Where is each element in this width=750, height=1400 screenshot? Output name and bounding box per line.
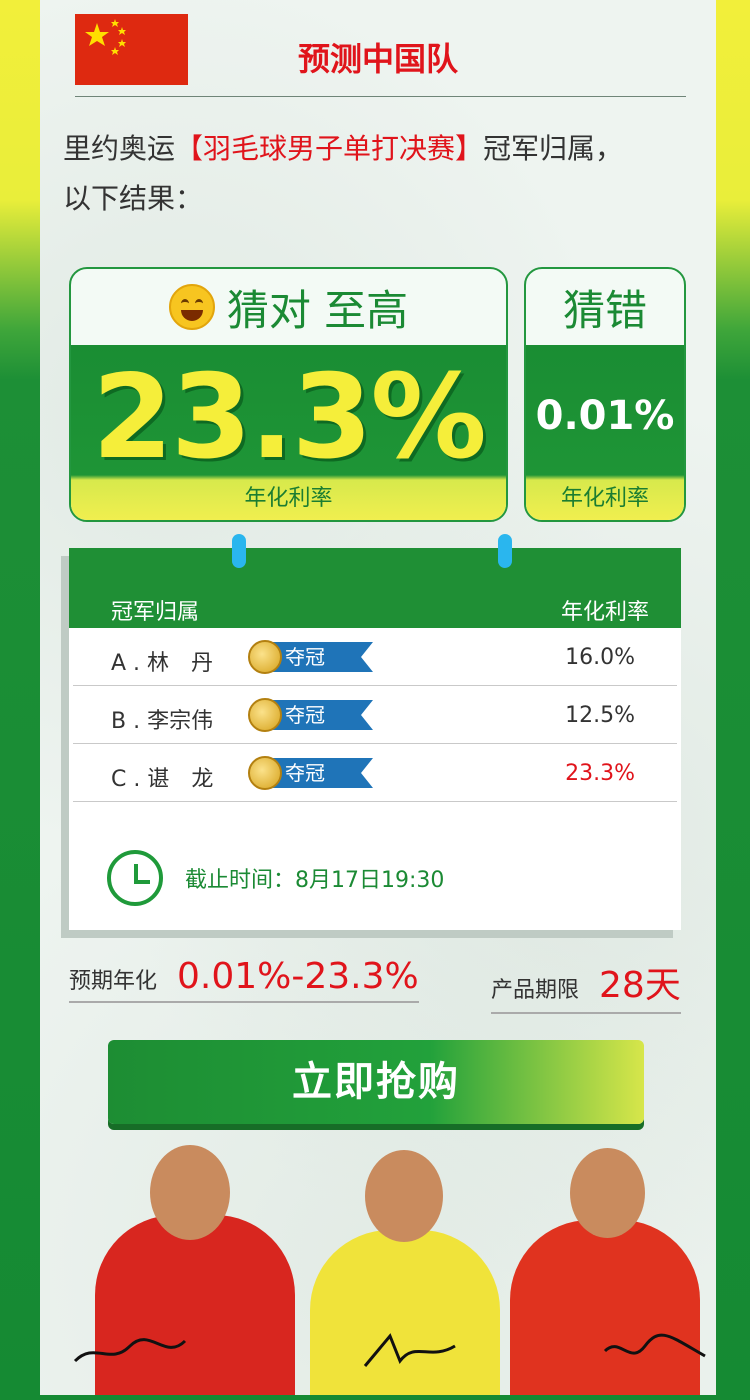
guess-wrong-rate: 0.01% bbox=[535, 393, 675, 439]
table-row[interactable]: B . 李宗伟 夺冠 12.5% bbox=[73, 686, 677, 744]
intro-text: 里约奥运【羽毛球男子单打决赛】冠军归属， 以下结果： bbox=[63, 124, 683, 224]
signature-icon bbox=[360, 1331, 460, 1381]
binder-clip-icon bbox=[229, 534, 249, 574]
promo-card: 预测中国队 里约奥运【羽毛球男子单打决赛】冠军归属， 以下结果： 猜对 至高 2… bbox=[40, 0, 716, 1395]
table-header: 冠军归属 年化利率 bbox=[69, 548, 681, 628]
signature-icon bbox=[70, 1331, 190, 1381]
champion-tag: 夺冠 bbox=[273, 758, 373, 788]
guess-right-heading-row: 猜对 至高 bbox=[71, 269, 506, 345]
page-title: 预测中国队 bbox=[297, 40, 458, 78]
gold-medal-icon bbox=[248, 756, 282, 790]
intro-line2: 以下结果： bbox=[63, 182, 204, 215]
china-flag-icon bbox=[75, 14, 188, 85]
clock-icon bbox=[107, 850, 163, 906]
guess-right-box: 猜对 至高 23.3% 年化利率 bbox=[69, 267, 508, 522]
intro-highlight: 【羽毛球男子单打决赛】 bbox=[175, 132, 484, 165]
player-name: C . 谌 龙 bbox=[111, 767, 214, 792]
deadline-text: 截止时间：8月17日19:30 bbox=[185, 868, 445, 893]
champion-tag: 夺冠 bbox=[273, 700, 373, 730]
guess-wrong-box: 猜错 0.01% 年化利率 bbox=[524, 267, 686, 522]
guess-right-rate-label: 年化利率 bbox=[244, 486, 333, 511]
athlete-figure bbox=[95, 1145, 295, 1395]
expected-label: 预期年化 bbox=[69, 969, 158, 994]
athlete-figure bbox=[310, 1150, 500, 1395]
gold-medal-icon bbox=[248, 640, 282, 674]
table-row[interactable]: A . 林 丹 夺冠 16.0% bbox=[73, 628, 677, 686]
term-label: 产品期限 bbox=[491, 978, 580, 1003]
player-rate: 12.5% bbox=[565, 703, 635, 728]
expected-return: 预期年化 0.01%-23.3% bbox=[69, 956, 419, 1003]
smile-emoji-icon bbox=[168, 284, 215, 330]
player-rate: 16.0% bbox=[565, 645, 635, 670]
athletes-photo bbox=[40, 1140, 716, 1395]
guess-wrong-heading: 猜错 bbox=[562, 285, 647, 335]
expected-value: 0.01%-23.3% bbox=[177, 956, 419, 997]
player-rate: 23.3% bbox=[565, 761, 635, 786]
odds-table: 冠军归属 年化利率 A . 林 丹 夺冠 16.0% B . 李宗伟 夺冠 12… bbox=[69, 548, 681, 930]
athlete-figure bbox=[510, 1148, 700, 1395]
guess-right-rate: 23.3% bbox=[92, 350, 486, 485]
guess-wrong-body: 0.01% 年化利率 bbox=[526, 345, 684, 520]
buy-now-button[interactable]: 立即抢购 bbox=[108, 1040, 644, 1124]
term-value: 28天 bbox=[599, 965, 681, 1006]
title-divider bbox=[75, 96, 686, 97]
deadline: 截止时间：8月17日19:30 bbox=[107, 848, 444, 908]
product-term: 产品期限 28天 bbox=[491, 956, 681, 1014]
table-col-rate: 年化利率 bbox=[560, 600, 649, 625]
intro-suffix: 冠军归属， bbox=[483, 132, 624, 165]
gold-medal-icon bbox=[248, 698, 282, 732]
guess-wrong-rate-label: 年化利率 bbox=[560, 486, 649, 511]
binder-clip-icon bbox=[495, 534, 515, 574]
player-name: B . 李宗伟 bbox=[111, 709, 214, 734]
guess-right-heading: 猜对 至高 bbox=[226, 285, 409, 335]
champion-tag: 夺冠 bbox=[273, 642, 373, 672]
guess-right-body: 23.3% 年化利率 bbox=[71, 345, 506, 520]
table-row[interactable]: C . 谌 龙 夺冠 23.3% bbox=[73, 744, 677, 802]
table-col-champion: 冠军归属 bbox=[111, 600, 200, 625]
intro-prefix: 里约奥运 bbox=[63, 132, 176, 165]
signature-icon bbox=[600, 1331, 710, 1381]
player-name: A . 林 丹 bbox=[111, 651, 214, 676]
